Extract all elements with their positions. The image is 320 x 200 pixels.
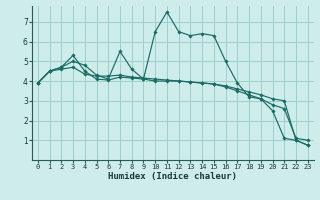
X-axis label: Humidex (Indice chaleur): Humidex (Indice chaleur)	[108, 172, 237, 181]
